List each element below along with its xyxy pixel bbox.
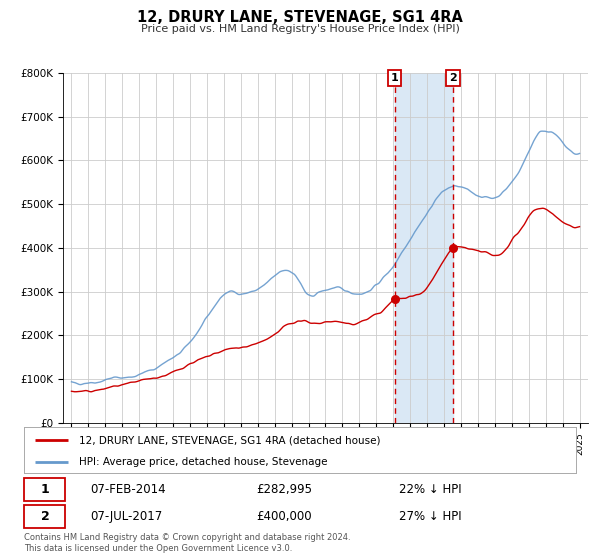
Text: HPI: Average price, detached house, Stevenage: HPI: Average price, detached house, Stev… — [79, 457, 328, 467]
Bar — [395, 73, 453, 423]
Text: 1: 1 — [391, 73, 398, 83]
Text: £282,995: £282,995 — [256, 483, 312, 496]
Text: 2: 2 — [41, 510, 49, 524]
Text: 27% ↓ HPI: 27% ↓ HPI — [400, 510, 462, 524]
Point — [448, 243, 458, 252]
Text: 2: 2 — [449, 73, 457, 83]
Text: 1: 1 — [41, 483, 49, 496]
FancyBboxPatch shape — [24, 505, 65, 529]
Text: 12, DRURY LANE, STEVENAGE, SG1 4RA: 12, DRURY LANE, STEVENAGE, SG1 4RA — [137, 10, 463, 25]
Text: £400,000: £400,000 — [256, 510, 311, 524]
FancyBboxPatch shape — [24, 478, 65, 501]
Text: 07-JUL-2017: 07-JUL-2017 — [90, 510, 163, 524]
Text: Contains HM Land Registry data © Crown copyright and database right 2024.
This d: Contains HM Land Registry data © Crown c… — [24, 533, 350, 553]
Text: 22% ↓ HPI: 22% ↓ HPI — [400, 483, 462, 496]
Text: 12, DRURY LANE, STEVENAGE, SG1 4RA (detached house): 12, DRURY LANE, STEVENAGE, SG1 4RA (deta… — [79, 435, 381, 445]
Text: Price paid vs. HM Land Registry's House Price Index (HPI): Price paid vs. HM Land Registry's House … — [140, 24, 460, 34]
Point — [390, 295, 400, 304]
Text: 07-FEB-2014: 07-FEB-2014 — [90, 483, 166, 496]
